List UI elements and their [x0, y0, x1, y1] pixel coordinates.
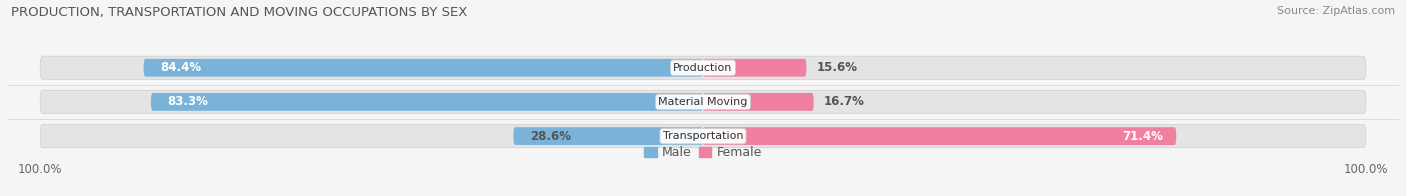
FancyBboxPatch shape — [703, 127, 1177, 145]
Text: 15.6%: 15.6% — [817, 61, 858, 74]
Text: 71.4%: 71.4% — [1122, 130, 1163, 143]
Text: 28.6%: 28.6% — [530, 130, 571, 143]
Text: 83.3%: 83.3% — [167, 95, 208, 108]
FancyBboxPatch shape — [41, 56, 703, 79]
Text: 16.7%: 16.7% — [824, 95, 865, 108]
Text: Transportation: Transportation — [662, 131, 744, 141]
Text: 84.4%: 84.4% — [160, 61, 201, 74]
FancyBboxPatch shape — [41, 56, 1365, 79]
FancyBboxPatch shape — [703, 90, 1365, 113]
Text: Source: ZipAtlas.com: Source: ZipAtlas.com — [1277, 6, 1395, 16]
FancyBboxPatch shape — [513, 127, 703, 145]
FancyBboxPatch shape — [143, 59, 703, 77]
FancyBboxPatch shape — [703, 93, 814, 111]
FancyBboxPatch shape — [41, 124, 703, 148]
Text: PRODUCTION, TRANSPORTATION AND MOVING OCCUPATIONS BY SEX: PRODUCTION, TRANSPORTATION AND MOVING OC… — [11, 6, 468, 19]
Text: Material Moving: Material Moving — [658, 97, 748, 107]
FancyBboxPatch shape — [703, 124, 1365, 148]
FancyBboxPatch shape — [41, 124, 1365, 148]
FancyBboxPatch shape — [703, 59, 807, 77]
FancyBboxPatch shape — [150, 93, 703, 111]
FancyBboxPatch shape — [41, 90, 1365, 113]
Text: Production: Production — [673, 63, 733, 73]
FancyBboxPatch shape — [703, 56, 1365, 79]
Legend: Male, Female: Male, Female — [640, 141, 766, 164]
FancyBboxPatch shape — [41, 90, 703, 113]
